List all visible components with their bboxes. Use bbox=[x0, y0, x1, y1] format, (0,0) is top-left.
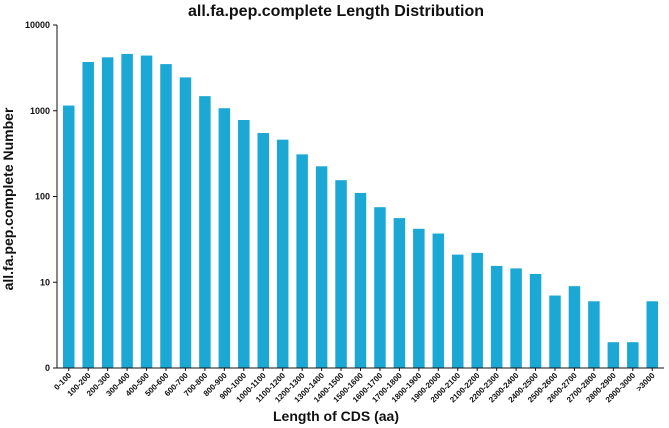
bar-24 bbox=[510, 268, 522, 368]
bar-10 bbox=[238, 120, 250, 368]
bar-2 bbox=[82, 62, 94, 368]
bar-6 bbox=[160, 64, 172, 369]
bar-13 bbox=[296, 154, 308, 368]
x-tick-label: >3000 bbox=[634, 371, 657, 394]
bar-5 bbox=[140, 55, 153, 368]
bar-15 bbox=[335, 180, 347, 368]
bar-31 bbox=[646, 301, 658, 368]
y-tick-label: 1000 bbox=[30, 106, 50, 116]
bar-25 bbox=[529, 273, 542, 368]
y-tick-label: 100 bbox=[35, 192, 50, 202]
bar-1 bbox=[63, 105, 75, 368]
bar-4 bbox=[121, 53, 133, 368]
bar-17 bbox=[374, 207, 386, 368]
bars bbox=[63, 53, 658, 369]
y-tick-label: 10 bbox=[40, 277, 50, 287]
x-axis-label: Length of CDS (aa) bbox=[273, 408, 399, 424]
bar-18 bbox=[393, 218, 406, 368]
bar-3 bbox=[101, 57, 114, 369]
bar-20 bbox=[432, 233, 445, 368]
bar-12 bbox=[276, 139, 289, 368]
y-tick-label: 0 bbox=[45, 363, 50, 373]
bar-14 bbox=[315, 166, 328, 368]
bar-8 bbox=[199, 96, 211, 368]
bar-7 bbox=[179, 77, 192, 369]
y-axis-ticks: 0 10 100 1000 10000 bbox=[25, 20, 57, 373]
bar-22 bbox=[471, 252, 483, 368]
bar-16 bbox=[354, 192, 367, 368]
y-tick-label: 10000 bbox=[25, 20, 50, 30]
bar-28 bbox=[588, 301, 600, 368]
x-axis-ticks: 0-100100-200200-300300-400400-500500-600… bbox=[52, 368, 657, 404]
bar-19 bbox=[413, 228, 425, 368]
bar-29 bbox=[607, 342, 620, 368]
y-axis-label: all.fa.pep.complete Number bbox=[0, 107, 16, 290]
bar-27 bbox=[568, 286, 581, 368]
bar-11 bbox=[257, 133, 269, 368]
bar-9 bbox=[218, 108, 231, 368]
bar-26 bbox=[549, 295, 561, 368]
bar-21 bbox=[452, 254, 464, 368]
bar-30 bbox=[627, 342, 639, 368]
chart-title: all.fa.pep.complete Length Distribution bbox=[188, 3, 484, 20]
bar-23 bbox=[490, 265, 503, 368]
